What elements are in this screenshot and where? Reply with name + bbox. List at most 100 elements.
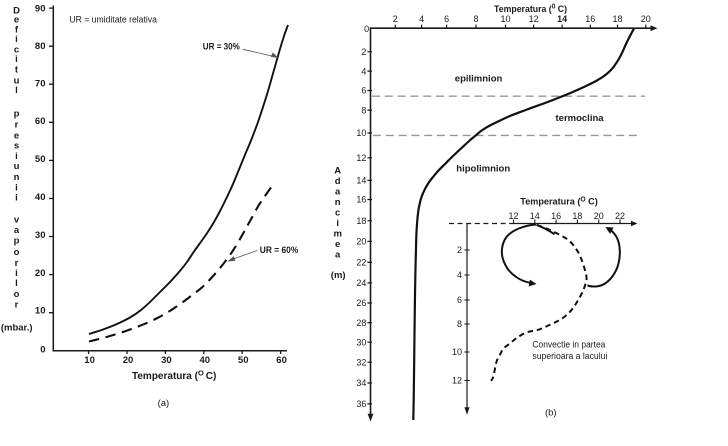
svg-text:4: 4 bbox=[419, 14, 424, 24]
svg-text:4: 4 bbox=[361, 66, 366, 76]
svg-text:40: 40 bbox=[35, 192, 46, 203]
svg-text:6: 6 bbox=[457, 295, 462, 305]
svg-text:a: a bbox=[14, 225, 20, 236]
svg-text:superioara a lacului: superioara a lacului bbox=[532, 351, 607, 361]
svg-text:30: 30 bbox=[356, 337, 366, 347]
svg-text:60: 60 bbox=[35, 116, 46, 127]
svg-text:6: 6 bbox=[361, 86, 366, 96]
svg-text:80: 80 bbox=[35, 41, 46, 52]
svg-text:v: v bbox=[14, 214, 20, 225]
svg-text:i: i bbox=[15, 54, 18, 65]
svg-text:a: a bbox=[335, 250, 341, 261]
svg-text:2: 2 bbox=[457, 245, 462, 255]
svg-text:0: 0 bbox=[40, 344, 45, 355]
svg-text:12: 12 bbox=[529, 14, 539, 24]
svg-text:UR = 60%: UR = 60% bbox=[260, 245, 299, 256]
svg-text:D: D bbox=[13, 6, 20, 17]
svg-text:14: 14 bbox=[530, 211, 540, 221]
svg-text:70: 70 bbox=[35, 79, 46, 90]
svg-text:o: o bbox=[14, 289, 20, 300]
svg-text:34: 34 bbox=[356, 378, 366, 388]
svg-text:10: 10 bbox=[452, 347, 462, 357]
svg-text:(m): (m) bbox=[331, 270, 346, 281]
svg-text:4: 4 bbox=[457, 270, 462, 280]
svg-text:2: 2 bbox=[361, 47, 366, 57]
svg-text:i: i bbox=[15, 268, 18, 279]
svg-text:l: l bbox=[15, 85, 18, 96]
svg-text:i: i bbox=[336, 218, 339, 229]
svg-text:hipolimnion: hipolimnion bbox=[456, 163, 510, 174]
svg-text:10: 10 bbox=[35, 306, 46, 317]
svg-text:14: 14 bbox=[356, 176, 366, 186]
svg-text:UR = umiditate relativa: UR = umiditate relativa bbox=[69, 15, 156, 25]
svg-text:p: p bbox=[14, 236, 20, 247]
svg-text:12: 12 bbox=[508, 211, 518, 221]
svg-text:12: 12 bbox=[356, 153, 366, 163]
svg-text:u: u bbox=[14, 161, 20, 172]
svg-text:s: s bbox=[14, 141, 19, 152]
svg-text:c: c bbox=[14, 44, 19, 55]
svg-text:18: 18 bbox=[572, 211, 582, 221]
svg-text:i: i bbox=[15, 34, 18, 45]
svg-text:14: 14 bbox=[557, 14, 567, 24]
svg-text:28: 28 bbox=[356, 318, 366, 328]
svg-text:22: 22 bbox=[356, 258, 366, 268]
svg-text:epilimnion: epilimnion bbox=[455, 74, 503, 85]
svg-text:8: 8 bbox=[457, 319, 462, 329]
svg-text:t: t bbox=[15, 65, 19, 76]
svg-text:20: 20 bbox=[123, 355, 134, 366]
svg-text:12: 12 bbox=[452, 376, 462, 386]
svg-text:e: e bbox=[335, 239, 340, 250]
svg-text:50: 50 bbox=[35, 154, 46, 165]
svg-text:30: 30 bbox=[35, 230, 46, 241]
svg-text:UR = 30%: UR = 30% bbox=[203, 42, 240, 53]
svg-text:24: 24 bbox=[356, 278, 366, 288]
svg-text:m: m bbox=[333, 229, 341, 240]
svg-text:c: c bbox=[335, 208, 340, 219]
svg-text:r: r bbox=[15, 258, 19, 269]
svg-text:termoclina: termoclina bbox=[556, 113, 605, 124]
svg-text:e: e bbox=[14, 15, 19, 26]
svg-text:l: l bbox=[15, 278, 18, 289]
svg-text:Temperatura (O C): Temperatura (O C) bbox=[520, 196, 598, 207]
svg-text:(a): (a) bbox=[158, 398, 170, 409]
svg-text:60: 60 bbox=[276, 355, 287, 366]
svg-text:8: 8 bbox=[361, 105, 366, 115]
svg-text:50: 50 bbox=[238, 355, 249, 366]
svg-text:f: f bbox=[15, 24, 19, 35]
svg-text:n: n bbox=[14, 172, 20, 183]
svg-text:8: 8 bbox=[473, 14, 478, 24]
svg-text:16: 16 bbox=[585, 14, 595, 24]
svg-text:20: 20 bbox=[594, 211, 604, 221]
svg-text:20: 20 bbox=[641, 14, 651, 24]
svg-text:Temperatura (0 C): Temperatura (0 C) bbox=[494, 4, 567, 16]
svg-text:A: A bbox=[334, 166, 341, 177]
svg-text:a: a bbox=[335, 187, 341, 198]
svg-text:r: r bbox=[15, 120, 19, 131]
svg-text:o: o bbox=[14, 247, 20, 258]
svg-text:10: 10 bbox=[500, 14, 510, 24]
svg-text:10: 10 bbox=[356, 128, 366, 138]
svg-text:16: 16 bbox=[551, 211, 561, 221]
svg-text:p: p bbox=[14, 109, 20, 120]
svg-text:r: r bbox=[15, 299, 19, 310]
svg-text:n: n bbox=[335, 197, 341, 208]
svg-text:22: 22 bbox=[615, 211, 625, 221]
svg-text:18: 18 bbox=[356, 216, 366, 226]
svg-text:i: i bbox=[15, 182, 18, 193]
svg-text:i: i bbox=[15, 193, 18, 204]
svg-text:90: 90 bbox=[35, 4, 46, 15]
svg-text:16: 16 bbox=[356, 195, 366, 205]
svg-text:(mbar.): (mbar.) bbox=[1, 322, 33, 333]
svg-text:Convectie in partea: Convectie in partea bbox=[532, 339, 605, 349]
svg-text:20: 20 bbox=[356, 237, 366, 247]
svg-text:u: u bbox=[14, 75, 20, 86]
svg-text:20: 20 bbox=[35, 268, 46, 279]
svg-text:32: 32 bbox=[356, 357, 366, 367]
svg-text:i: i bbox=[15, 151, 18, 162]
svg-text:36: 36 bbox=[356, 399, 366, 409]
svg-text:(b): (b) bbox=[545, 408, 557, 419]
svg-text:0: 0 bbox=[364, 24, 369, 34]
svg-text:6: 6 bbox=[444, 14, 449, 24]
svg-text:18: 18 bbox=[612, 14, 622, 24]
